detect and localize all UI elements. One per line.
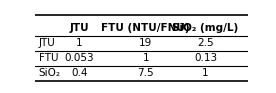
Text: 2.5: 2.5 — [197, 38, 214, 48]
Text: 19: 19 — [139, 38, 152, 48]
Text: 0.053: 0.053 — [65, 53, 94, 63]
Text: SiO₂: SiO₂ — [39, 68, 61, 78]
Text: FTU (NTU/FNU): FTU (NTU/FNU) — [101, 23, 190, 33]
Text: FTU: FTU — [39, 53, 58, 63]
Text: JTU: JTU — [70, 23, 89, 33]
Text: SiO₂ (mg/L): SiO₂ (mg/L) — [172, 23, 239, 33]
Text: 7.5: 7.5 — [137, 68, 154, 78]
Text: 1: 1 — [142, 53, 149, 63]
Text: JTU: JTU — [39, 38, 55, 48]
Text: 1: 1 — [202, 68, 209, 78]
Text: 1: 1 — [76, 38, 83, 48]
Text: 0.4: 0.4 — [71, 68, 88, 78]
Text: 0.13: 0.13 — [194, 53, 217, 63]
